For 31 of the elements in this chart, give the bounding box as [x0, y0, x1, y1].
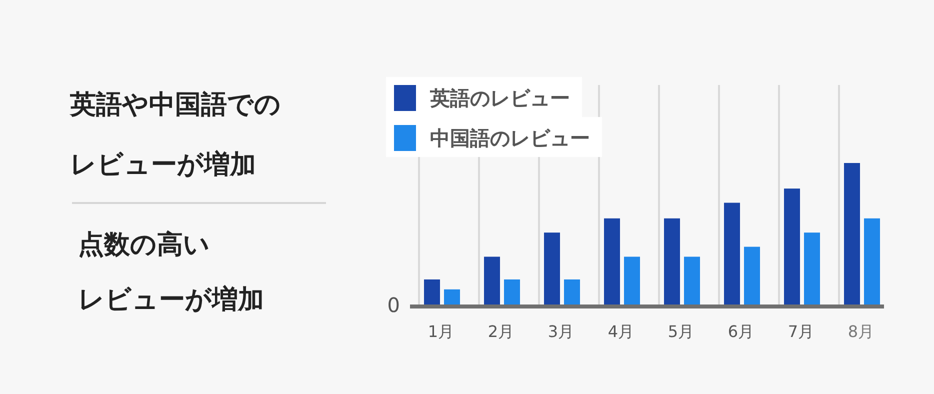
bar [844, 163, 860, 305]
legend-label: 中国語のレビュー [430, 126, 590, 150]
text: レビューが増加 [78, 284, 265, 317]
bar [424, 279, 440, 305]
text: レビューが増加 [70, 149, 257, 182]
text: 英語や中国語での [70, 89, 282, 122]
bar [444, 289, 460, 305]
bar [664, 218, 680, 305]
bar [604, 218, 620, 305]
bar [564, 279, 580, 305]
bar [544, 232, 560, 305]
bar [744, 246, 760, 305]
x-tick-label: 8月 [848, 322, 874, 341]
text: 点数の高い [78, 229, 211, 262]
x-tick-label: 1月 [428, 322, 454, 341]
bar [724, 202, 740, 305]
bar [784, 188, 800, 305]
bar [684, 256, 700, 305]
bar [864, 218, 880, 305]
x-tick-label: 5月 [668, 322, 694, 341]
legend-label: 英語のレビュー [429, 86, 570, 110]
x-tick-label: 4月 [608, 322, 634, 341]
x-tick-label: 6月 [728, 322, 754, 341]
x-tick-label: 2月 [488, 322, 514, 341]
x-tick-label: 7月 [788, 322, 814, 341]
text: 0 [387, 293, 400, 317]
bar [484, 256, 500, 305]
bar [504, 279, 520, 305]
bar [624, 256, 640, 305]
x-tick-label: 3月 [548, 322, 574, 341]
bar [804, 232, 820, 305]
